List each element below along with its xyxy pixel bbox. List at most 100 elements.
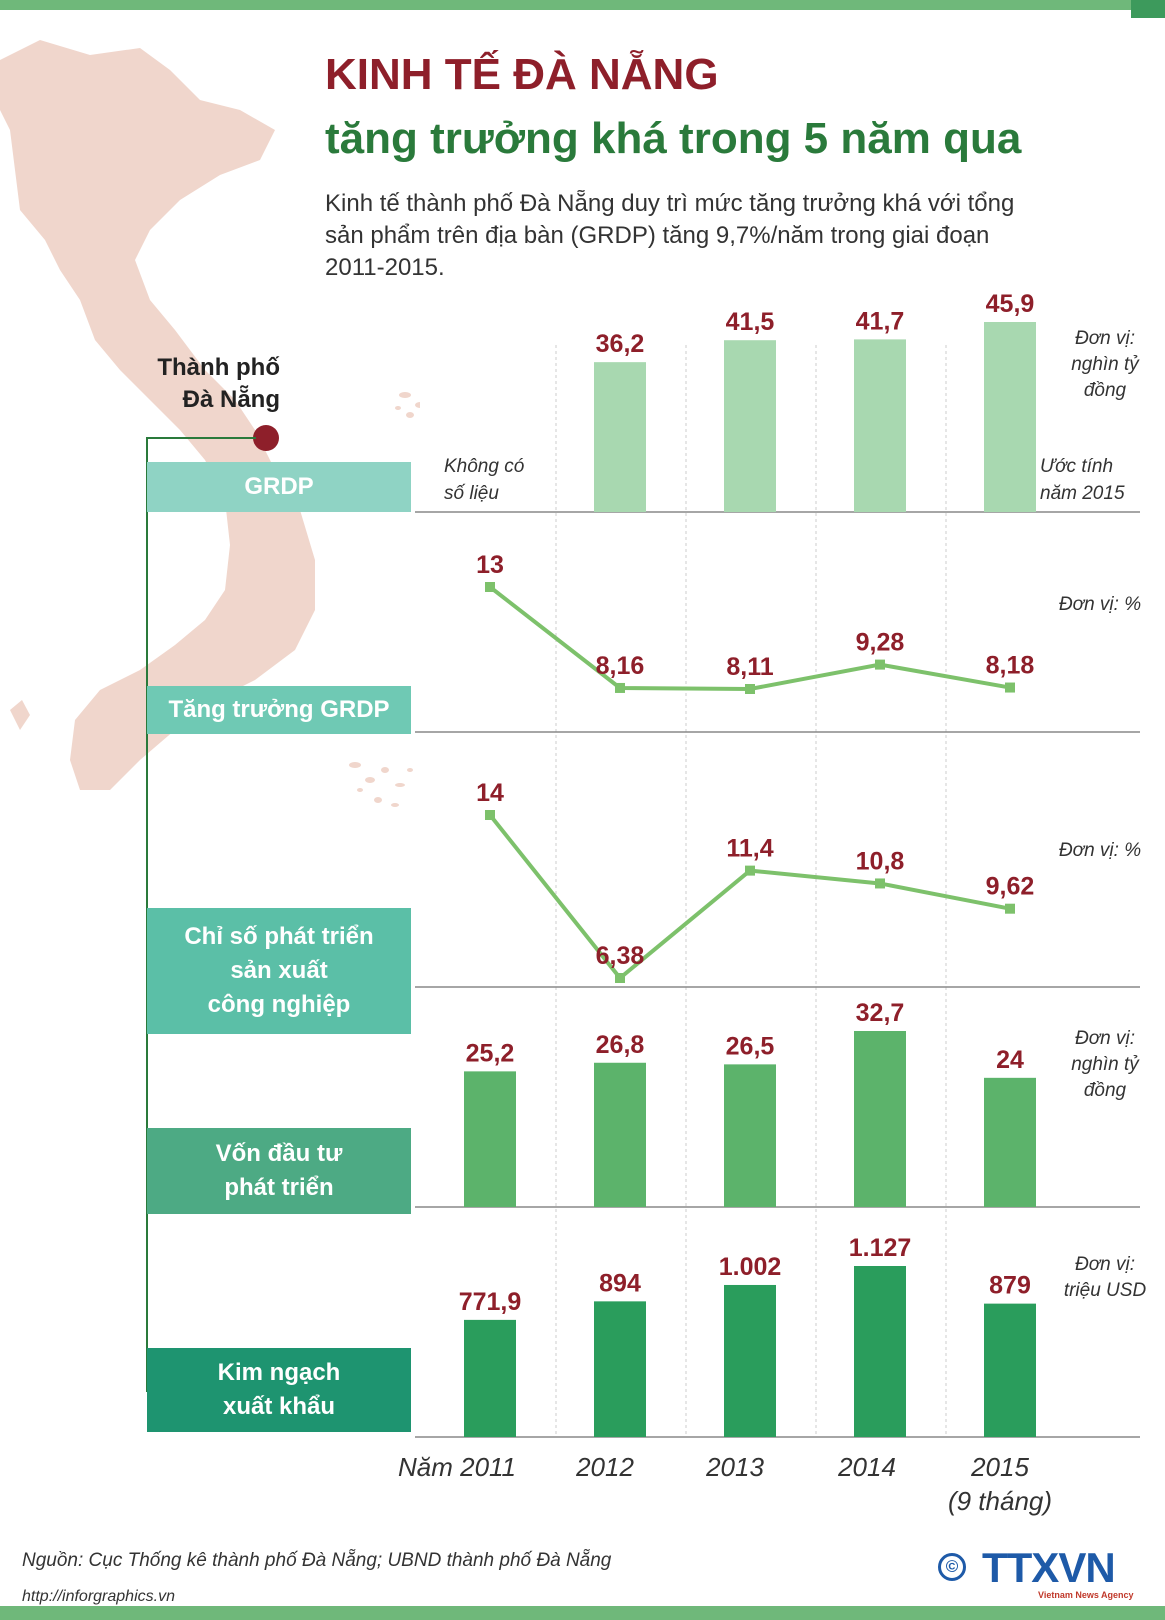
city-label: Thành phố Đà Nẵng <box>120 352 280 416</box>
label-export: Kim ngạch xuất khẩu <box>147 1348 411 1432</box>
growth-value-label-2012: 8,16 <box>596 652 645 680</box>
invest-bar-2014 <box>854 1031 906 1207</box>
ttxvn-logo-subtitle: Vietnam News Agency <box>1038 1590 1134 1600</box>
ttxvn-logo: TTXVN <box>982 1544 1116 1591</box>
unit-export-line1: Đơn vị: <box>1074 1254 1136 1275</box>
growth-value-label-2011: 13 <box>476 551 504 579</box>
note-no-data: Không có số liệu <box>444 453 524 507</box>
top-corner-mark <box>1131 0 1165 18</box>
unit-invest-line1: Đơn vị: <box>1074 1028 1136 1049</box>
footer-url[interactable]: http://inforgraphics.vn <box>22 1588 175 1605</box>
growth-point-2014 <box>875 659 885 670</box>
industry-value-label-2012: 6,38 <box>596 942 645 970</box>
connector-lines <box>146 437 256 1392</box>
unit-export: Đơn vị: triệu USD <box>1050 1252 1160 1304</box>
label-growth-text: Tăng trưởng GRDP <box>168 696 390 723</box>
invest-bar-2011 <box>464 1071 516 1207</box>
year-label-2013: 2013 <box>706 1452 764 1482</box>
industry-point-2013 <box>745 865 755 876</box>
industry-point-2012 <box>615 973 625 983</box>
growth-value-label-2015: 8,18 <box>986 652 1035 680</box>
label-industry-line3: công nghiệp <box>207 991 351 1018</box>
industry-point-2011 <box>485 810 495 820</box>
invest-value-label-2011: 25,2 <box>466 1039 515 1067</box>
invest-bar-2015 <box>984 1077 1036 1207</box>
unit-invest: Đơn vị: nghìn tỷ đồng <box>1050 1026 1160 1104</box>
page-title: KINH TẾ ĐÀ NẴNG <box>325 50 719 99</box>
unit-invest-line3: đồng <box>1083 1080 1127 1101</box>
export-bar-2014 <box>854 1266 906 1437</box>
invest-value-label-2013: 26,5 <box>726 1032 775 1060</box>
label-export-line2: xuất khẩu <box>222 1393 336 1420</box>
unit-invest-line2: nghìn tỷ <box>1071 1054 1139 1075</box>
unit-growth: Đơn vị: % <box>1058 594 1142 615</box>
grdp-bar-2015 <box>984 322 1036 512</box>
label-invest-line2: phát triển <box>224 1174 334 1201</box>
industry-point-2015 <box>1005 903 1015 914</box>
industry-value-label-2013: 11,4 <box>726 835 773 863</box>
year-label-2015-line1: 2015 <box>971 1452 1029 1482</box>
intro-text: Kinh tế thành phố Đà Nẵng duy trì mức tă… <box>325 190 1015 281</box>
unit-grdp-line3: đồng <box>1083 380 1127 401</box>
copyright-icon: © <box>938 1553 966 1581</box>
label-industry-line2: sản xuất <box>230 957 328 984</box>
unit-grdp-line1: Đơn vị: <box>1074 328 1136 349</box>
industry-point-2014 <box>875 878 885 889</box>
growth-value-label-2014: 9,28 <box>856 629 905 657</box>
note-no-data-line2: số liệu <box>444 483 499 504</box>
unit-export-line2: triệu USD <box>1063 1280 1147 1301</box>
label-invest: Vốn đầu tư phát triển <box>147 1128 411 1214</box>
growth-point-2012 <box>615 682 625 693</box>
bottom-accent-bar <box>0 1606 1165 1620</box>
label-industry-line1: Chỉ số phát triển <box>184 923 374 950</box>
note-estimate-line2: năm 2015 <box>1040 483 1125 504</box>
note-estimate: Ước tính năm 2015 <box>1040 453 1125 507</box>
grdp-value-label-2013: 41,5 <box>726 308 775 336</box>
unit-grdp: Đơn vị: nghìn tỷ đồng <box>1050 326 1160 404</box>
grdp-bar-2013 <box>724 340 776 512</box>
vietnam-map-icon <box>0 40 420 807</box>
export-bar-2015 <box>984 1303 1036 1437</box>
growth-point-2013 <box>745 684 755 694</box>
city-label-line2: Đà Nẵng <box>182 386 280 413</box>
growth-value-label-2013: 8,11 <box>726 653 773 681</box>
top-accent-bar <box>0 0 1165 10</box>
label-industry: Chỉ số phát triển sản xuất công nghiệp <box>147 908 411 1034</box>
year-label-2015: 2015 (9 tháng) <box>935 1450 1065 1518</box>
year-label-2012: 2012 <box>576 1452 634 1482</box>
year-label-2014: 2014 <box>838 1452 896 1482</box>
grdp-bar-2012 <box>594 362 646 512</box>
export-bar-2011 <box>464 1319 516 1437</box>
label-export-line1: Kim ngạch <box>217 1359 341 1386</box>
invest-value-label-2014: 32,7 <box>856 999 905 1027</box>
grdp-value-label-2014: 41,7 <box>856 307 905 335</box>
unit-industry: Đơn vị: % <box>1058 840 1142 861</box>
industry-value-label-2014: 10,8 <box>856 847 905 875</box>
page-subtitle: tăng trưởng khá trong 5 năm qua <box>325 114 1022 163</box>
invest-value-label-2012: 26,8 <box>596 1031 645 1059</box>
label-invest-line1: Vốn đầu tư <box>215 1140 343 1167</box>
label-grdp-text: GRDP <box>244 473 314 500</box>
source-text: Nguồn: Cục Thống kê thành phố Đà Nẵng; U… <box>22 1550 612 1571</box>
label-grdp: GRDP <box>147 462 411 512</box>
unit-grdp-line2: nghìn tỷ <box>1071 354 1139 375</box>
invest-value-label-2015: 24 <box>996 1046 1024 1074</box>
growth-point-2011 <box>485 582 495 592</box>
growth-point-2015 <box>1005 682 1015 693</box>
export-bar-2013 <box>724 1284 776 1437</box>
year-label-2011: Năm 2011 <box>397 1452 517 1482</box>
export-value-label-2012: 894 <box>599 1269 641 1297</box>
year-label-2015-line2: (9 tháng) <box>947 1486 1053 1516</box>
label-growth: Tăng trưởng GRDP <box>147 686 411 734</box>
export-value-label-2014: 1.127 <box>849 1234 912 1262</box>
grdp-bar-2014 <box>854 339 906 512</box>
city-marker <box>253 425 279 451</box>
grdp-value-label-2012: 36,2 <box>596 330 645 358</box>
note-no-data-line1: Không có <box>444 456 525 477</box>
note-estimate-line1: Ước tính <box>1040 456 1114 477</box>
export-bar-2012 <box>594 1301 646 1437</box>
export-value-label-2011: 771,9 <box>459 1288 522 1316</box>
export-value-label-2015: 879 <box>989 1272 1031 1300</box>
city-label-line1: Thành phố <box>157 354 280 381</box>
